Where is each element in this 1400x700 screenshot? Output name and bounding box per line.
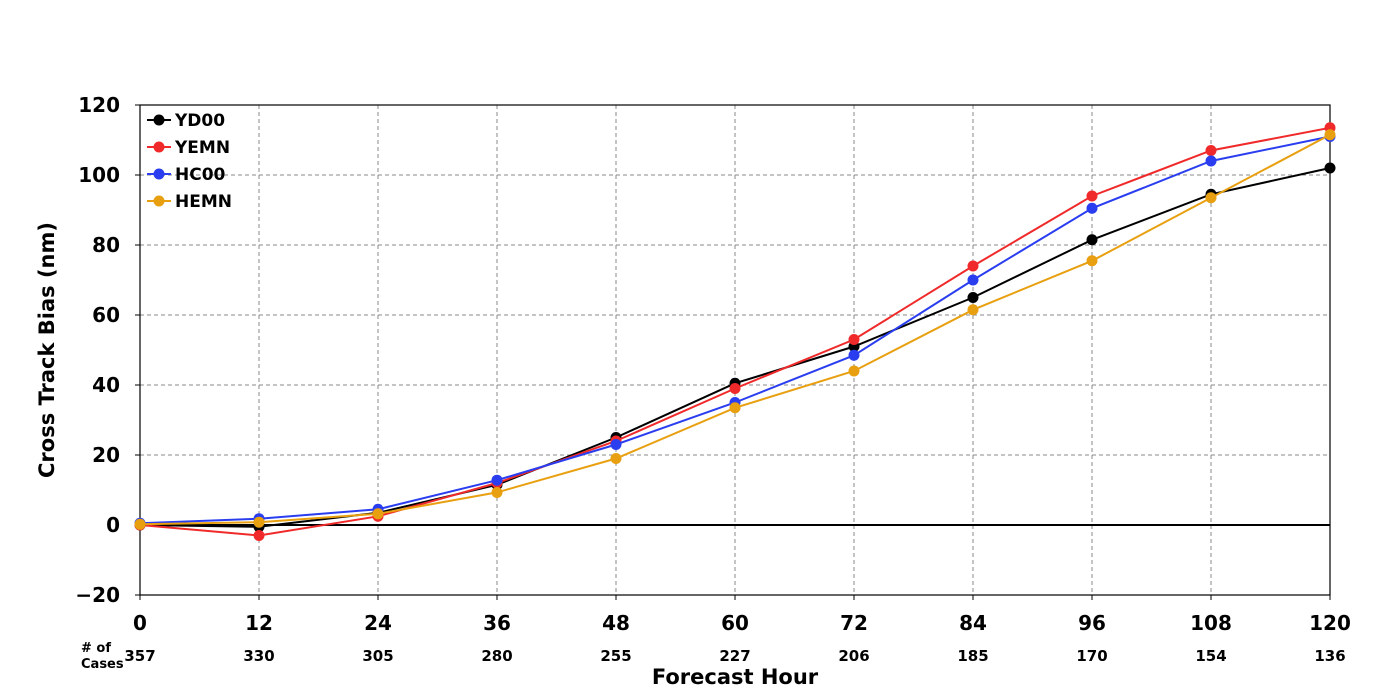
case-count: 136 [1314,647,1345,665]
data-point-hc00 [1205,155,1217,167]
x-tick-label: 72 [840,611,868,635]
case-count: 330 [243,647,274,665]
legend-label-hc00: HC00 [175,165,226,185]
data-point-hemn [372,508,384,520]
x-tick-label: 48 [602,611,630,635]
x-tick-label: 12 [245,611,273,635]
x-tick-label: 24 [364,611,392,635]
y-tick-label: −20 [75,583,120,607]
data-point-yemn [967,260,979,272]
case-count: 154 [1195,647,1226,665]
data-point-hemn [848,365,860,377]
legend-swatch-marker [153,168,165,180]
data-point-hemn [253,516,265,528]
legend-label-hemn: HEMN [175,192,232,212]
y-tick-label: 100 [78,163,120,187]
x-axis: 0 12 24 36 48 60 72 84 96 108 120 [133,595,1351,635]
legend: YD00 YEMN HC00 HEMN [147,111,232,212]
legend-swatch-marker [153,114,165,126]
data-point-hemn [491,486,503,498]
y-tick-label: 0 [106,513,120,537]
x-tick-label: 96 [1078,611,1106,635]
data-point-hemn [134,518,146,530]
series-group [134,122,1336,541]
data-point-hemn [729,402,741,414]
y-tick-label: 60 [92,303,120,327]
case-count: 185 [957,647,988,665]
data-point-hc00 [491,474,503,486]
y-axis: −20 0 20 40 60 80 100 120 [75,93,140,607]
case-count: 170 [1076,647,1107,665]
data-point-hemn [1086,255,1098,267]
data-point-yemn [1205,145,1217,156]
x-tick-label: 108 [1190,611,1232,635]
y-tick-label: 80 [92,233,120,257]
data-point-hemn [1205,192,1217,204]
legend-swatch-marker [153,141,165,153]
data-point-yemn [848,334,860,345]
data-point-hc00 [1086,202,1098,214]
data-point-hemn [610,453,622,464]
case-count: 227 [719,647,750,665]
case-count: 255 [600,647,631,665]
y-tick-label: 120 [78,93,120,117]
x-tick-label: 120 [1309,611,1351,635]
cases-row: # of Cases 357 330 305 280 255 227 206 185 170 15… [81,641,1346,672]
y-tick-label: 20 [92,443,120,467]
y-axis-title: Cross Track Bias (nm) [35,222,59,478]
data-point-hc00 [610,439,622,450]
data-point-yemn [1086,190,1098,202]
legend-swatch-marker [153,195,165,207]
grid-lines [140,105,1330,595]
data-point-hemn [967,304,979,316]
case-count: 280 [481,647,512,665]
data-point-hc00 [967,274,979,286]
data-point-yd00 [1086,234,1098,246]
x-tick-label: 36 [483,611,511,635]
x-tick-label: 60 [721,611,749,635]
data-point-hemn [1324,129,1336,141]
case-count: 305 [362,647,393,665]
data-point-yemn [253,530,265,541]
data-point-yd00 [967,292,979,303]
data-point-hc00 [848,349,860,361]
x-axis-title: Forecast Hour [652,665,819,689]
case-count: 206 [838,647,869,665]
y-tick-label: 40 [92,373,120,397]
case-count: 357 [124,647,155,665]
legend-label-yd00: YD00 [174,111,225,131]
cases-header-line1: # of [81,641,111,656]
data-point-yd00 [1324,162,1336,174]
x-tick-label: 0 [133,611,147,635]
legend-label-yemn: YEMN [174,138,230,158]
x-tick-label: 84 [959,611,987,635]
data-point-yemn [729,383,741,394]
cases-header-line2: Cases [81,657,124,672]
